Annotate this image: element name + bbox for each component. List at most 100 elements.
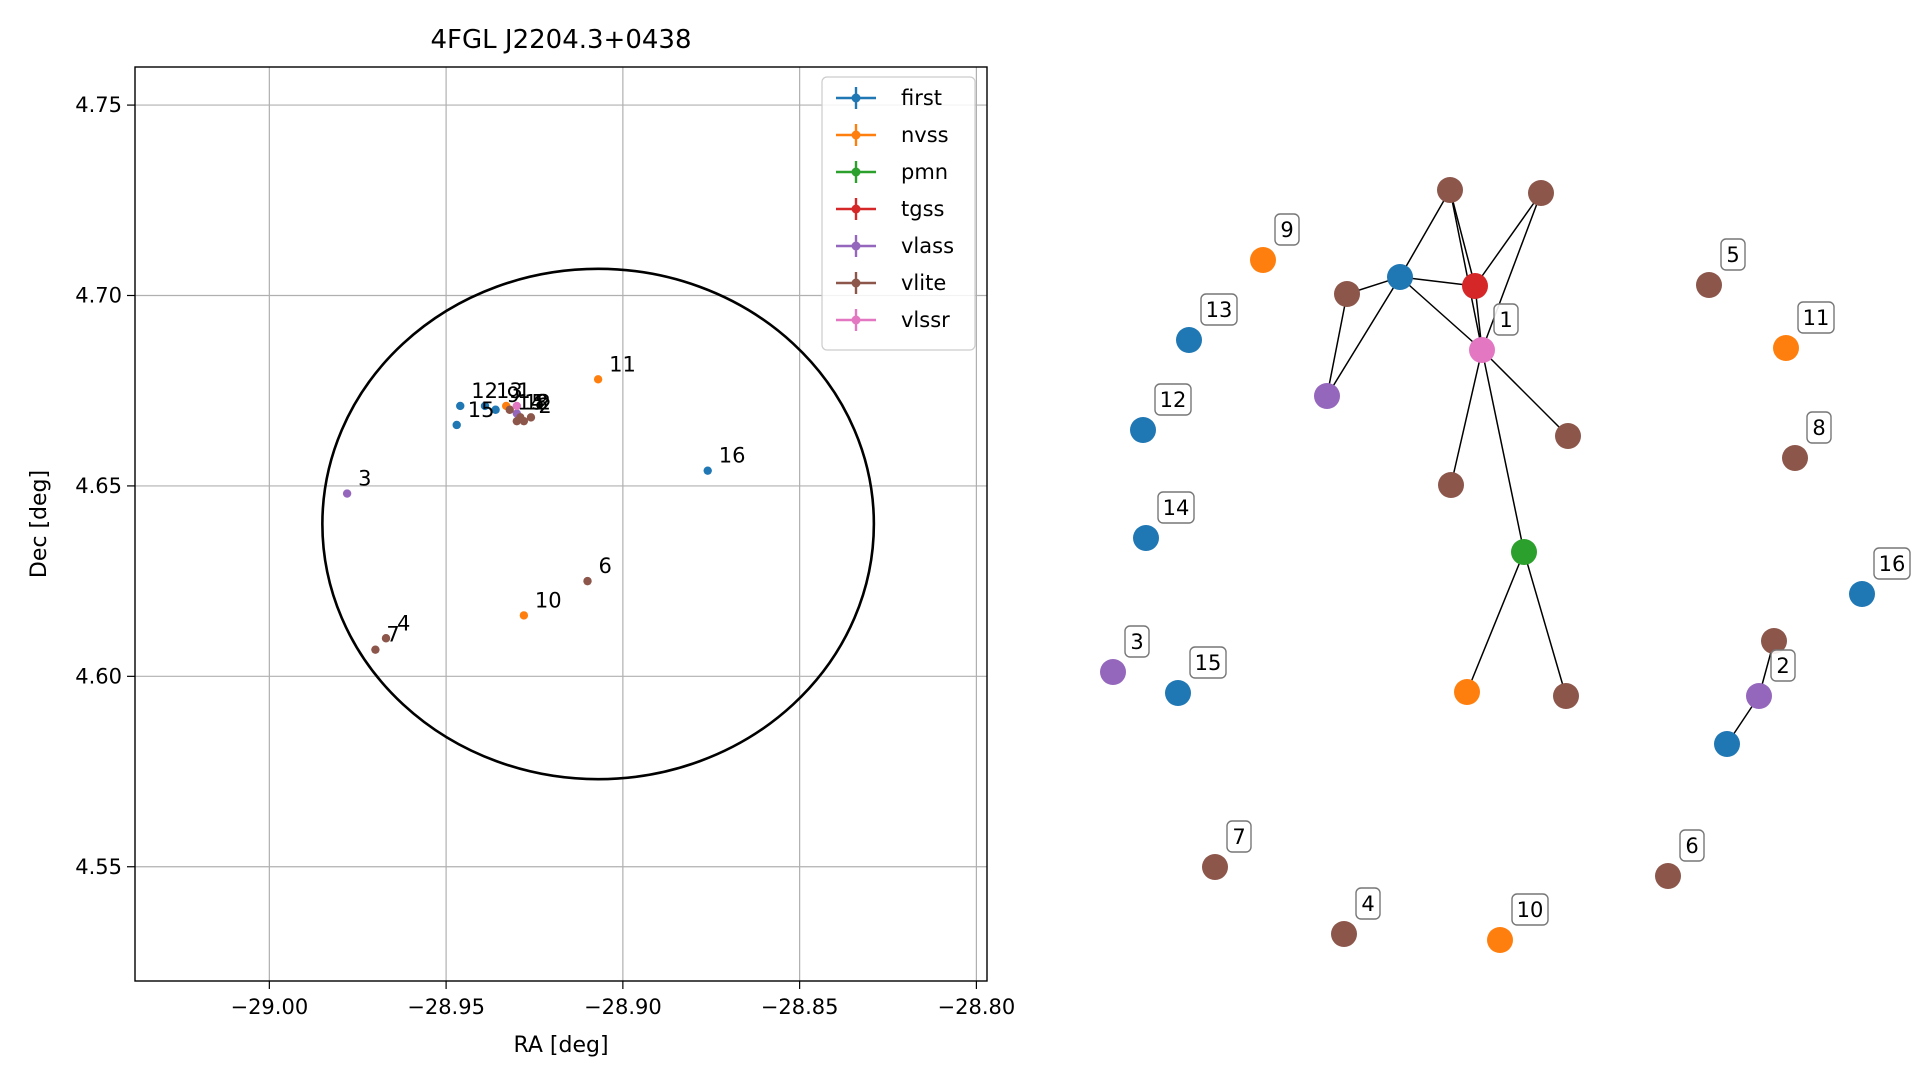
legend-dot-pmn [851, 167, 861, 177]
network-node-nvss [1487, 927, 1513, 953]
point-label: 4 [397, 611, 410, 635]
y-tick-label: 4.60 [75, 664, 122, 688]
data-point-nvss [593, 375, 603, 384]
legend-box [821, 76, 976, 351]
network-node-vlite [1331, 921, 1357, 947]
network-node-vlite [1696, 272, 1722, 298]
network-edge [1474, 192, 1542, 287]
localization-ellipse [321, 267, 876, 781]
legend: first nvss pmn tgss vlass vlite vlssr [821, 76, 976, 351]
point-label: 9 [507, 383, 520, 407]
node-label: 2 [1776, 654, 1789, 678]
network-node-vlite [1334, 281, 1360, 307]
network-node-vlass [1314, 383, 1340, 409]
legend-label-first: first [901, 86, 942, 110]
network-node-vlite [1655, 863, 1681, 889]
network-edge [1326, 293, 1348, 397]
data-point-vlass [342, 489, 352, 498]
network-edge [1481, 349, 1525, 553]
network-node-vlite [1553, 683, 1579, 709]
network-node-vlite [1202, 854, 1228, 880]
network-edge [1481, 349, 1569, 437]
point-label: 12 [524, 390, 551, 414]
node-label-box [1154, 383, 1192, 416]
node-label-box [1124, 625, 1150, 658]
x-axis-ticks: −29.00 −28.95 −28.90 −28.85 −28.80 [230, 981, 1015, 1019]
node-label: 5 [1726, 243, 1739, 267]
node-label: 6 [1685, 834, 1698, 858]
node-label-box [1157, 491, 1195, 524]
point-label: 3 [358, 467, 371, 491]
point-label: 1 [517, 379, 530, 403]
network-node-pmn [1511, 539, 1537, 565]
y-axis-label: Dec [deg] [27, 470, 52, 578]
point-label: 6 [599, 554, 612, 578]
data-point-vlite [516, 413, 525, 422]
data-point-vlite [505, 405, 514, 414]
network-node-first [1849, 581, 1875, 607]
error-ellipse [321, 267, 876, 781]
node-label: 7 [1232, 825, 1245, 849]
network-nodes [1100, 177, 1875, 953]
network-node-nvss [1454, 679, 1480, 705]
y-axis-ticks: 4.55 4.60 4.65 4.70 4.75 [75, 93, 135, 879]
data-point-first [452, 420, 461, 430]
network-edge [1523, 551, 1567, 697]
x-tick-label: −28.90 [584, 995, 662, 1019]
x-tick-label: −29.00 [230, 995, 308, 1019]
data-point-vlite [526, 413, 536, 422]
data-point-first [456, 401, 465, 411]
network-node-vlite [1555, 423, 1581, 449]
network-edge [1399, 276, 1483, 351]
data-point-nvss [519, 611, 529, 620]
network-edge [1481, 192, 1542, 351]
y-tick-label: 4.65 [75, 474, 122, 498]
legend-label-pmn: pmn [901, 160, 948, 184]
network-edges [1326, 189, 1775, 745]
legend-label-tgss: tgss [901, 197, 944, 221]
node-label: 4 [1361, 892, 1374, 916]
legend-dot-vlass [851, 241, 861, 251]
network-edge [1399, 189, 1451, 278]
data-point-vlite [381, 634, 391, 643]
node-label: 14 [1163, 496, 1190, 520]
network-node-vlssr [1469, 337, 1495, 363]
point-label: 15 [468, 398, 495, 422]
network-edge [1466, 551, 1525, 693]
x-tick-label: −28.95 [407, 995, 485, 1019]
point-label: 2 [538, 394, 551, 418]
network-node-tgss [1462, 273, 1488, 299]
y-tick-label: 4.55 [75, 855, 122, 879]
source-points [342, 375, 712, 654]
data-point-first [480, 401, 490, 411]
legend-label-vlass: vlass [901, 234, 954, 258]
node-label-box [1679, 829, 1705, 862]
network-node-first [1165, 680, 1191, 706]
network-node-vlass [1100, 659, 1126, 685]
network-edge [1449, 189, 1476, 287]
network-node-vlite [1437, 177, 1463, 203]
node-label: 12 [1160, 388, 1187, 412]
point-label: 14 [517, 390, 544, 414]
x-tick-label: −28.85 [761, 995, 839, 1019]
node-label-box [1189, 646, 1227, 679]
node-label-box [1355, 887, 1381, 920]
data-point-vlssr [512, 401, 522, 411]
network-node-vlite [1782, 445, 1808, 471]
network-node-first [1387, 264, 1413, 290]
data-point-vlite [371, 645, 380, 654]
network-node-nvss [1773, 335, 1799, 361]
data-point-first [703, 466, 712, 475]
node-label: 3 [1130, 630, 1143, 654]
legend-label-vlite: vlite [901, 271, 946, 295]
network-edge [1326, 276, 1401, 397]
node-label-box [1226, 820, 1252, 853]
network-node-vlass [1746, 683, 1772, 709]
network-node-first [1130, 417, 1156, 443]
point-label: 11 [609, 352, 636, 376]
legend-label-vlssr: vlssr [901, 308, 950, 332]
network-node-first [1133, 525, 1159, 551]
